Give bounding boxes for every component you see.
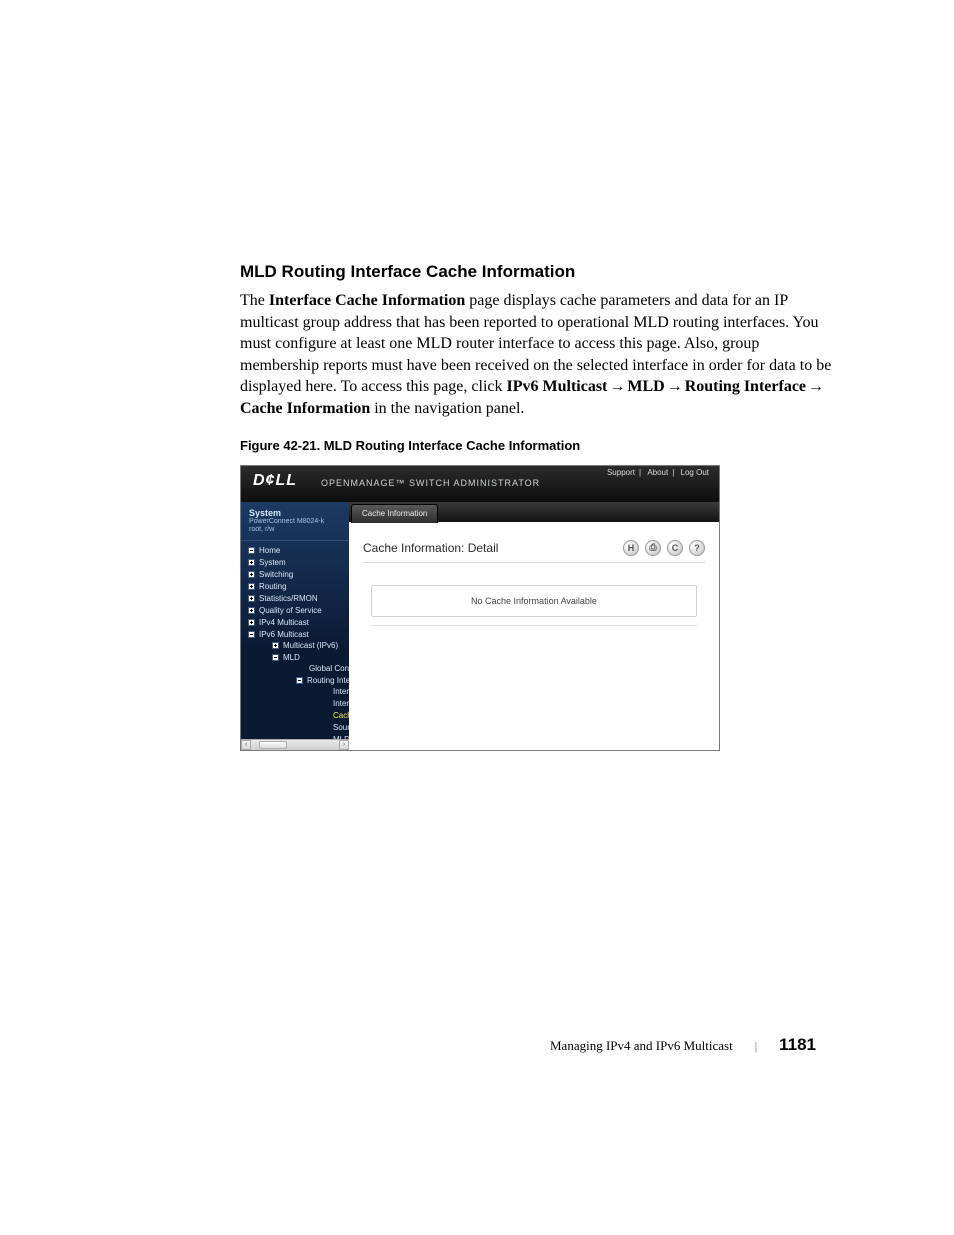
section-heading: MLD Routing Interface Cache Information [240, 262, 834, 282]
tree-multicast6[interactable]: Multicast (IPv6) [269, 640, 349, 652]
body-paragraph: The Interface Cache Information page dis… [240, 290, 834, 420]
nav-tree: Home System Switching Routing Statistics… [241, 545, 349, 750]
footer-page-number: 1181 [779, 1035, 816, 1055]
footer-chapter: Managing IPv4 and IPv6 Multicast [550, 1038, 733, 1054]
tree-stats[interactable]: Statistics/RMON [245, 593, 349, 605]
info-panel: No Cache Information Available [371, 585, 697, 617]
page: MLD Routing Interface Cache Information … [0, 0, 954, 1235]
save-icon[interactable]: H [623, 540, 639, 556]
tree-ipv4m[interactable]: IPv4 Multicast [245, 617, 349, 629]
content: Cache Information: Detail H ⎙ C ? No Cac… [349, 522, 719, 636]
scroll-thumb[interactable] [259, 741, 287, 749]
footer-divider: | [749, 1039, 763, 1054]
tree-switching[interactable]: Switching [245, 569, 349, 581]
tree-home[interactable]: Home [245, 545, 349, 557]
sidebar-hscrollbar[interactable]: ‹ › [241, 739, 349, 750]
nav2: MLD [627, 378, 664, 395]
dell-logo: D¢LL [253, 472, 297, 490]
content-title-row: Cache Information: Detail H ⎙ C ? [363, 540, 705, 556]
tree-ipv6m[interactable]: IPv6 Multicast Multicast (IPv6) MLD Glob… [245, 629, 349, 750]
print-icon[interactable]: ⎙ [645, 540, 661, 556]
app-brand: OPENMANAGE™ SWITCH ADMINISTRATOR [321, 478, 540, 488]
sidebar: System PowerConnect M8024-k root, r/w Ho… [241, 502, 349, 750]
tabbar: Cache Information [349, 502, 719, 522]
tree-isumm[interactable]: Interface Summ [317, 698, 349, 710]
header-links: Support| About| Log Out [605, 468, 711, 477]
rule [363, 562, 705, 563]
nav3: Routing Interface [685, 378, 806, 395]
tree-gconf[interactable]: Global Configuratio [293, 663, 349, 675]
screenshot: D¢LL OPENMANAGE™ SWITCH ADMINISTRATOR Su… [240, 465, 720, 751]
no-data-message: No Cache Information Available [372, 586, 696, 616]
sidebar-device: PowerConnect M8024-k [249, 518, 343, 526]
link-logout[interactable]: Log Out [679, 468, 711, 477]
arrow-icon: → [665, 376, 685, 398]
content-title: Cache Information: Detail [363, 541, 498, 555]
help-icon[interactable]: ? [689, 540, 705, 556]
toolbar-icons: H ⎙ C ? [623, 540, 705, 556]
tab-cache-information[interactable]: Cache Information [351, 504, 438, 523]
scroll-right-icon[interactable]: › [339, 740, 349, 750]
p-lead: The [240, 292, 269, 309]
arrow-icon: → [806, 376, 826, 398]
tree-system[interactable]: System [245, 557, 349, 569]
app-header: D¢LL OPENMANAGE™ SWITCH ADMINISTRATOR Su… [241, 466, 719, 503]
tree-slist[interactable]: Source List Info [317, 722, 349, 734]
nav1: IPv6 Multicast [507, 378, 608, 395]
tree-mld[interactable]: MLD Global Configuratio Routing Interfac… [269, 652, 349, 750]
main-area: Cache Information Cache Information: Det… [349, 502, 719, 750]
refresh-icon[interactable]: C [667, 540, 683, 556]
p-tail: in the navigation panel. [370, 400, 524, 417]
sidebar-system-label: System [249, 508, 343, 518]
nav4: Cache Information [240, 400, 370, 417]
arrow-icon: → [607, 376, 627, 398]
tree-qos[interactable]: Quality of Service [245, 605, 349, 617]
sidebar-user: root, r/w [249, 526, 343, 534]
p-page-name: Interface Cache Information [269, 292, 465, 309]
tree-cinfo[interactable]: Cache Inform [317, 710, 349, 722]
tree-routing[interactable]: Routing [245, 581, 349, 593]
page-footer: Managing IPv4 and IPv6 Multicast | 1181 [550, 1035, 816, 1055]
tree-iconf[interactable]: Interface Config [317, 686, 349, 698]
link-support[interactable]: Support [605, 468, 637, 477]
app-body: System PowerConnect M8024-k root, r/w Ho… [241, 502, 719, 750]
sidebar-header: System PowerConnect M8024-k root, r/w [241, 502, 349, 542]
link-about[interactable]: About [645, 468, 670, 477]
figure-caption: Figure 42-21. MLD Routing Interface Cach… [240, 438, 834, 453]
tree-rintf[interactable]: Routing Interface Interface Config Inter… [293, 675, 349, 747]
panel-underline [371, 625, 697, 626]
scroll-left-icon[interactable]: ‹ [241, 740, 251, 750]
